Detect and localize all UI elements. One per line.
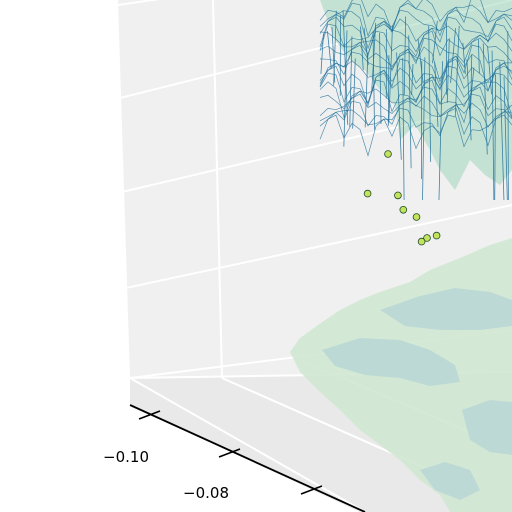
x-tick-label: −0.08 — [183, 484, 229, 502]
surface-mesh-line — [319, 100, 512, 128]
surface-mesh-line — [499, 61, 505, 201]
contour-region-low — [420, 462, 480, 500]
surface-mesh-line — [319, 51, 512, 92]
x-axis-tick-mark — [300, 485, 323, 495]
contour-region-low — [380, 288, 512, 330]
surface-mesh-line — [403, 16, 407, 96]
surface-mesh-line — [450, 28, 456, 83]
surface-mesh-line — [469, 55, 473, 126]
x-axis-tick-mark — [218, 448, 241, 458]
surface-mesh-line — [446, 38, 450, 103]
surface-mesh-line — [364, 54, 369, 128]
surface-mesh-line — [434, 62, 439, 127]
scatter-point — [394, 191, 402, 200]
surface-mesh-line — [319, 79, 512, 119]
grid-line — [129, 377, 366, 512]
surface-mesh-line — [319, 58, 512, 91]
surface-mesh-line — [372, 31, 375, 130]
grid-line — [125, 204, 512, 289]
surface-mesh-line — [327, 31, 332, 69]
wireframe-surface — [319, 0, 512, 201]
scatter-point — [363, 189, 372, 198]
surface-mesh-line — [333, 10, 337, 86]
surface-mesh-line — [402, 57, 405, 201]
surface-mesh-line — [503, 76, 508, 201]
surface-mesh-line — [319, 16, 512, 57]
surface-mesh-line — [319, 93, 512, 120]
x-axis-tick-mark — [138, 410, 161, 420]
surface-mesh-line — [319, 2, 512, 37]
scatter-point — [399, 206, 408, 214]
surface-mesh-line — [342, 10, 349, 125]
scatter-point — [384, 150, 392, 158]
surface-mesh-line — [411, 63, 414, 96]
surface-mesh-line — [319, 44, 512, 83]
scatter-point — [417, 237, 426, 246]
surface-mesh-line — [466, 59, 472, 141]
scatter-points — [363, 150, 441, 246]
surface-mesh-line — [319, 9, 512, 50]
floor-contour — [290, 238, 512, 512]
surface-mesh-line — [428, 25, 432, 162]
x-tick-label: −0.10 — [103, 448, 149, 466]
grid-line — [212, 0, 223, 379]
surface-mesh-line — [319, 30, 512, 57]
surface-mesh-line — [387, 55, 390, 126]
scatter-point — [412, 213, 421, 221]
surface-mesh-line — [494, 74, 496, 201]
surface-mesh-line — [477, 39, 480, 74]
surface-mesh-line — [343, 30, 348, 147]
surface-mesh-line — [352, 58, 356, 129]
x-axis-line — [129, 404, 366, 512]
surface-mesh-line — [379, 32, 382, 125]
surface-mesh-line — [319, 65, 512, 108]
surface-mesh-line — [482, 43, 488, 155]
contour-region-low — [462, 400, 512, 455]
surface-mesh-line — [319, 114, 512, 157]
surface-mesh-line — [388, 25, 393, 123]
surface-mesh-line — [507, 31, 509, 201]
surface-mesh-line — [487, 46, 492, 95]
surface-mesh-line — [319, 107, 512, 147]
scatter-point — [423, 234, 431, 242]
scatter-point — [432, 231, 441, 240]
contour-region-low — [322, 338, 460, 386]
